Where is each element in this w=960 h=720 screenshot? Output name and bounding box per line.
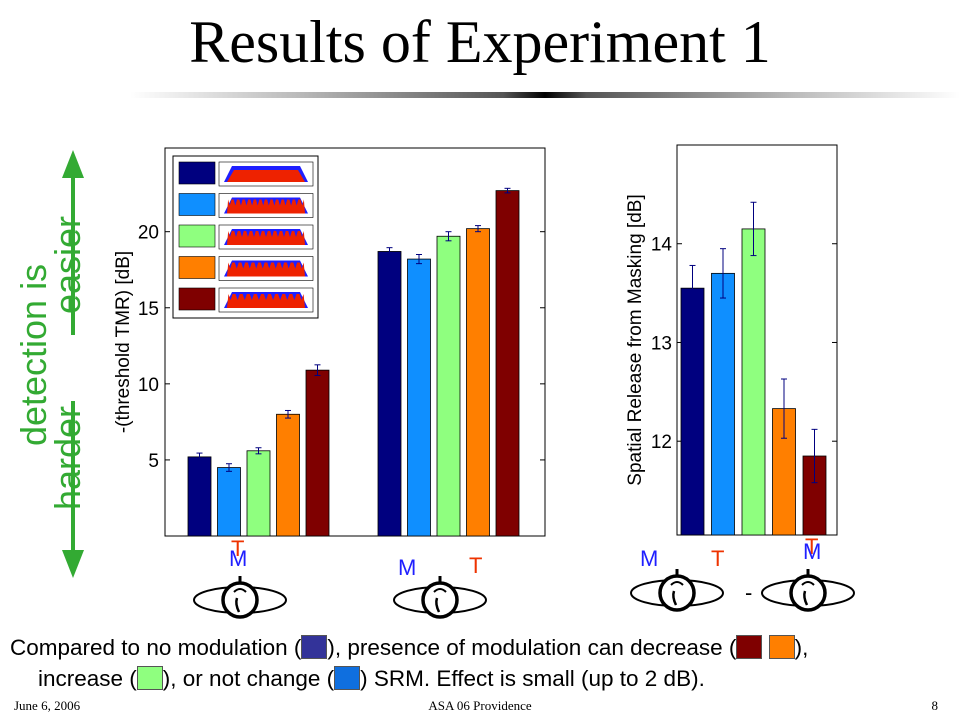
label-harder: harder bbox=[47, 406, 88, 510]
chart-threshold-tmr: 5 10 15 20 -(threshold TMR) [dB] bbox=[113, 147, 546, 537]
chart1-bars bbox=[187, 187, 520, 537]
chart2-y-axis: 12 13 14 bbox=[651, 235, 837, 453]
chart2-ytick-label: 14 bbox=[651, 235, 673, 256]
chart2-bar bbox=[680, 287, 705, 536]
chart2-bar bbox=[711, 272, 735, 536]
arrow-head-up bbox=[62, 150, 84, 178]
chart2-ytick-label: 12 bbox=[651, 432, 672, 453]
chart2-bar bbox=[741, 228, 766, 536]
chart2-ylabel: Spatial Release from Masking [dB] bbox=[625, 194, 646, 485]
inset-envelope bbox=[224, 260, 308, 277]
chart1-bar bbox=[466, 228, 490, 537]
swatch-decrease-orange bbox=[768, 635, 795, 659]
caption-line-1: Compared to no modulation (), presence o… bbox=[10, 635, 809, 660]
chart1-bar bbox=[187, 456, 212, 537]
title-divider bbox=[130, 92, 960, 98]
label-M-srm-separated: M bbox=[640, 546, 658, 571]
listener-head-icon bbox=[193, 576, 287, 619]
swatch-increase bbox=[136, 666, 163, 690]
inset-color-swatch bbox=[178, 161, 216, 185]
chart1-ytick-label: 15 bbox=[138, 299, 159, 320]
chart1-bar bbox=[495, 190, 520, 537]
spatial-configuration-labels: T M M T M T T M - bbox=[229, 534, 821, 605]
inset-envelope bbox=[224, 197, 308, 214]
swatch-decrease-maroon bbox=[736, 635, 763, 659]
chart1-bar bbox=[377, 251, 402, 537]
caption: Compared to no modulation (), presence o… bbox=[10, 632, 950, 694]
label-M-separated: M bbox=[398, 555, 416, 580]
footer-date: June 6, 2006 bbox=[14, 698, 81, 713]
chart1-bar bbox=[305, 369, 330, 537]
label-T-srm-separated: T bbox=[711, 546, 724, 571]
modulation-legend-inset bbox=[172, 155, 319, 319]
label-detection-is: detection is bbox=[13, 264, 54, 446]
chart2-ytick-label: 13 bbox=[651, 333, 672, 354]
listener-head-icon bbox=[761, 569, 855, 612]
chart-srm: 12 13 14 Spatial Release from Masking [dB] bbox=[625, 144, 838, 536]
swatch-no-modulation bbox=[301, 635, 328, 659]
footer-page-number: 8 bbox=[931, 698, 939, 713]
label-T-colocated: T bbox=[231, 536, 244, 561]
label-M-srm-colocated: M bbox=[803, 539, 821, 564]
label-M-colocated: M bbox=[229, 546, 247, 571]
swatch-no-change bbox=[334, 666, 361, 690]
inset-color-swatch bbox=[178, 224, 216, 248]
chart1-ylabel: -(threshold TMR) [dB] bbox=[113, 251, 134, 433]
listener-head-icon bbox=[630, 569, 724, 612]
chart1-bar bbox=[436, 235, 461, 537]
listener-head-icon bbox=[393, 576, 487, 619]
page-title: Results of Experiment 1 bbox=[189, 9, 771, 75]
inset-color-swatch bbox=[178, 256, 216, 279]
minus-sign: - bbox=[745, 580, 752, 605]
inset-color-swatch bbox=[178, 193, 216, 216]
chart1-ytick-label: 5 bbox=[148, 451, 159, 472]
footer-venue: ASA 06 Providence bbox=[428, 698, 532, 713]
inset-color-swatch bbox=[178, 287, 216, 311]
listener-heads bbox=[193, 569, 855, 619]
chart1-y-axis: 5 10 15 20 bbox=[138, 223, 545, 472]
inset-envelope bbox=[224, 229, 308, 245]
chart2-bars bbox=[680, 201, 827, 536]
arrow-head-down bbox=[62, 550, 84, 578]
inset-envelope bbox=[224, 166, 308, 182]
chart1-bar bbox=[276, 413, 300, 537]
chart1-ytick-label: 10 bbox=[138, 375, 159, 396]
label-easier: easier bbox=[47, 216, 88, 314]
chart1-ytick-label: 20 bbox=[138, 223, 159, 244]
chart1-bar bbox=[217, 467, 241, 537]
chart1-bar bbox=[246, 450, 271, 537]
label-T-separated: T bbox=[469, 553, 482, 578]
label-T-srm-colocated: T bbox=[805, 534, 818, 559]
caption-line-2: increase (), or not change () SRM. Effec… bbox=[38, 666, 705, 691]
difficulty-arrow bbox=[50, 150, 96, 578]
chart1-bar bbox=[407, 258, 431, 537]
inset-envelope bbox=[224, 292, 308, 308]
